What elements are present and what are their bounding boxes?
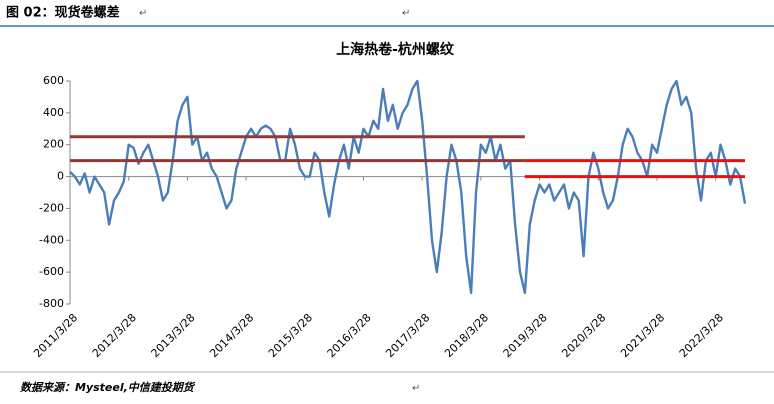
source-note: 数据来源：Mysteel,中信建投期货: [20, 381, 196, 394]
y-tick-label: 0: [57, 170, 64, 183]
y-tick-label: -800: [39, 297, 64, 310]
x-tick-label: 2017/3/28: [383, 311, 432, 360]
chart-title: 上海热卷-杭州螺纹: [336, 41, 455, 58]
return-mark: ↵: [412, 383, 420, 394]
y-tick-label: -400: [39, 233, 64, 246]
x-tick-label: 2019/3/28: [501, 311, 550, 360]
x-tick-label: 2015/3/28: [266, 311, 315, 360]
data-line: [69, 79, 747, 295]
y-tick-label: 600: [43, 74, 64, 87]
header-title: 图 02：现货卷螺差: [6, 5, 120, 21]
y-tick-label: 200: [43, 138, 64, 151]
return-mark: ↵: [402, 8, 410, 19]
x-tick-label: 2021/3/28: [618, 311, 667, 360]
x-tick-label: 2016/3/28: [325, 311, 374, 360]
y-tick-label: -600: [39, 265, 64, 278]
return-mark: ↵: [139, 8, 147, 19]
x-tick-label: 2018/3/28: [442, 311, 491, 360]
x-tick-label: 2011/3/28: [31, 311, 80, 360]
x-tick-label: 2014/3/28: [207, 311, 256, 360]
x-tick-label: 2022/3/28: [677, 311, 726, 360]
x-tick-label: 2020/3/28: [559, 311, 608, 360]
y-tick-label: -200: [39, 201, 64, 214]
x-tick-label: 2012/3/28: [90, 311, 139, 360]
y-tick-label: 400: [43, 106, 64, 119]
x-tick-label: 2013/3/28: [149, 311, 198, 360]
